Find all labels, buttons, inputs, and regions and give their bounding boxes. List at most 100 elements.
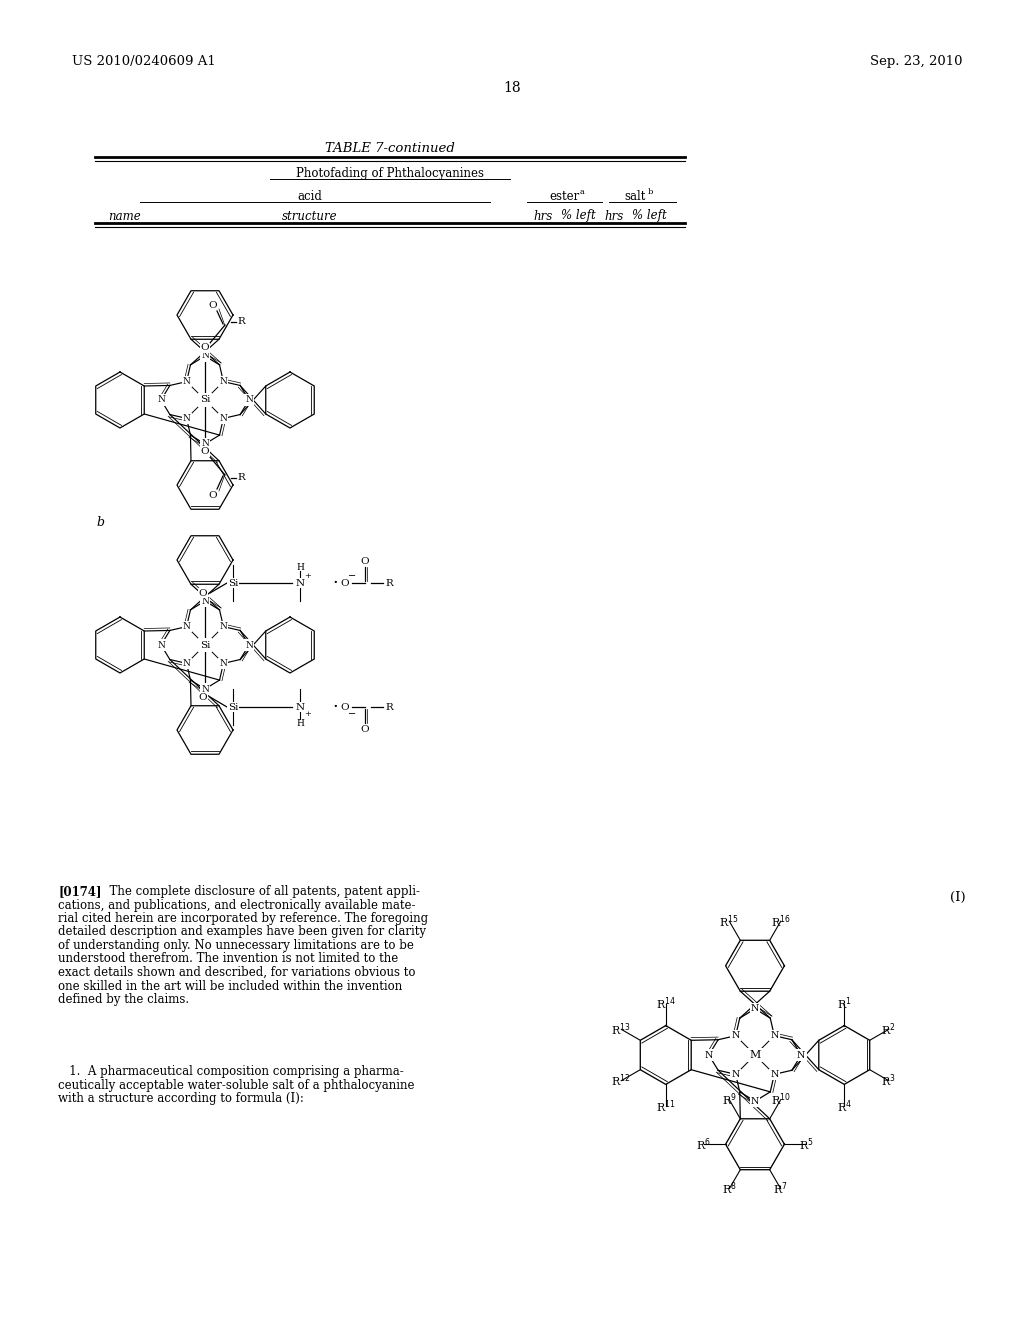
Text: −: − bbox=[348, 710, 356, 718]
Text: N: N bbox=[296, 578, 304, 587]
Text: N: N bbox=[705, 1051, 713, 1060]
Text: N: N bbox=[201, 351, 209, 360]
Text: O: O bbox=[341, 702, 349, 711]
Text: O: O bbox=[209, 301, 217, 309]
Text: N: N bbox=[201, 440, 209, 449]
Text: N: N bbox=[219, 659, 227, 668]
Text: R: R bbox=[238, 474, 245, 483]
Text: −: − bbox=[348, 572, 356, 581]
Text: R: R bbox=[385, 578, 393, 587]
Text: one skilled in the art will be included within the invention: one skilled in the art will be included … bbox=[58, 979, 402, 993]
Text: hrs: hrs bbox=[604, 210, 624, 223]
Text: N: N bbox=[245, 640, 253, 649]
Text: N: N bbox=[245, 396, 253, 404]
Text: R$^{8}$: R$^{8}$ bbox=[722, 1180, 736, 1197]
Text: b: b bbox=[96, 516, 104, 528]
Text: N: N bbox=[797, 1051, 806, 1060]
Text: R$^{13}$: R$^{13}$ bbox=[611, 1020, 631, 1038]
Text: R$^{11}$: R$^{11}$ bbox=[656, 1098, 676, 1114]
Text: a: a bbox=[580, 187, 585, 195]
Text: R$^{2}$: R$^{2}$ bbox=[882, 1020, 896, 1038]
Text: +: + bbox=[304, 572, 311, 579]
Text: acid: acid bbox=[298, 190, 323, 202]
Text: N: N bbox=[731, 1031, 740, 1040]
Text: O: O bbox=[360, 557, 370, 565]
Text: O: O bbox=[209, 491, 217, 499]
Text: Si: Si bbox=[200, 396, 210, 404]
Text: detailed description and examples have been given for clarity: detailed description and examples have b… bbox=[58, 925, 426, 939]
Text: ceutically acceptable water-soluble salt of a phthalocyanine: ceutically acceptable water-soluble salt… bbox=[58, 1078, 415, 1092]
Text: b: b bbox=[647, 187, 652, 195]
Text: N: N bbox=[731, 1069, 740, 1078]
Text: structure: structure bbox=[283, 210, 338, 223]
Text: N: N bbox=[219, 378, 227, 387]
Text: % left: % left bbox=[560, 210, 595, 223]
Text: N: N bbox=[751, 1097, 759, 1106]
Text: R$^{4}$: R$^{4}$ bbox=[837, 1098, 852, 1114]
Text: N: N bbox=[201, 597, 209, 606]
Text: R$^{7}$: R$^{7}$ bbox=[773, 1180, 788, 1197]
Text: name: name bbox=[108, 210, 140, 223]
Text: Si: Si bbox=[227, 702, 239, 711]
Text: N: N bbox=[182, 414, 190, 422]
Text: ·: · bbox=[332, 574, 338, 591]
Text: O: O bbox=[201, 447, 209, 457]
Text: ·: · bbox=[332, 698, 338, 715]
Text: R$^{12}$: R$^{12}$ bbox=[611, 1072, 631, 1089]
Text: defined by the claims.: defined by the claims. bbox=[58, 993, 189, 1006]
Text: R$^{6}$: R$^{6}$ bbox=[696, 1137, 711, 1152]
Text: N: N bbox=[751, 1005, 759, 1014]
Text: [0174]: [0174] bbox=[58, 884, 101, 898]
Text: hrs: hrs bbox=[534, 210, 553, 223]
Text: salt: salt bbox=[625, 190, 646, 202]
Text: N: N bbox=[157, 640, 165, 649]
Text: understood therefrom. The invention is not limited to the: understood therefrom. The invention is n… bbox=[58, 953, 398, 965]
Text: N: N bbox=[182, 622, 190, 631]
Text: H: H bbox=[296, 718, 304, 727]
Text: N: N bbox=[770, 1069, 778, 1078]
Text: exact details shown and described, for variations obvious to: exact details shown and described, for v… bbox=[58, 966, 416, 979]
Text: R$^{5}$: R$^{5}$ bbox=[799, 1137, 814, 1152]
Text: N: N bbox=[157, 396, 165, 404]
Text: N: N bbox=[219, 414, 227, 422]
Text: O: O bbox=[360, 725, 370, 734]
Text: +: + bbox=[304, 710, 311, 718]
Text: N: N bbox=[201, 685, 209, 693]
Text: R$^{9}$: R$^{9}$ bbox=[722, 1092, 736, 1107]
Text: (I): (I) bbox=[950, 891, 966, 903]
Text: with a structure according to formula (I):: with a structure according to formula (I… bbox=[58, 1092, 304, 1105]
Text: N: N bbox=[182, 378, 190, 387]
Text: TABLE 7-continued: TABLE 7-continued bbox=[325, 141, 455, 154]
Text: cations, and publications, and electronically available mate-: cations, and publications, and electroni… bbox=[58, 899, 416, 912]
Text: N: N bbox=[182, 659, 190, 668]
Text: Photofading of Phthalocyanines: Photofading of Phthalocyanines bbox=[296, 166, 484, 180]
Text: M: M bbox=[750, 1049, 761, 1060]
Text: N: N bbox=[219, 622, 227, 631]
Text: US 2010/0240609 A1: US 2010/0240609 A1 bbox=[72, 55, 216, 69]
Text: % left: % left bbox=[632, 210, 667, 223]
Text: N: N bbox=[770, 1031, 778, 1040]
Text: Sep. 23, 2010: Sep. 23, 2010 bbox=[870, 55, 963, 69]
Text: R: R bbox=[238, 318, 245, 326]
Text: 18: 18 bbox=[503, 81, 521, 95]
Text: of understanding only. No unnecessary limitations are to be: of understanding only. No unnecessary li… bbox=[58, 939, 414, 952]
Text: O: O bbox=[199, 589, 207, 598]
Text: Si: Si bbox=[227, 578, 239, 587]
Text: R$^{1}$: R$^{1}$ bbox=[837, 995, 852, 1012]
Text: R$^{15}$: R$^{15}$ bbox=[720, 913, 739, 929]
Text: N: N bbox=[296, 702, 304, 711]
Text: R$^{10}$: R$^{10}$ bbox=[771, 1092, 791, 1107]
Text: The complete disclosure of all patents, patent appli-: The complete disclosure of all patents, … bbox=[102, 884, 420, 898]
Text: R$^{14}$: R$^{14}$ bbox=[655, 995, 676, 1012]
Text: R: R bbox=[385, 702, 393, 711]
Text: O: O bbox=[341, 578, 349, 587]
Text: O: O bbox=[201, 343, 209, 352]
Text: 1.  A pharmaceutical composition comprising a pharma-: 1. A pharmaceutical composition comprisi… bbox=[58, 1065, 403, 1078]
Text: R$^{3}$: R$^{3}$ bbox=[882, 1072, 896, 1089]
Text: O: O bbox=[199, 693, 207, 701]
Text: ester: ester bbox=[549, 190, 580, 202]
Text: Si: Si bbox=[200, 640, 210, 649]
Text: rial cited herein are incorporated by reference. The foregoing: rial cited herein are incorporated by re… bbox=[58, 912, 428, 925]
Text: H: H bbox=[296, 562, 304, 572]
Text: R$^{16}$: R$^{16}$ bbox=[771, 913, 791, 929]
